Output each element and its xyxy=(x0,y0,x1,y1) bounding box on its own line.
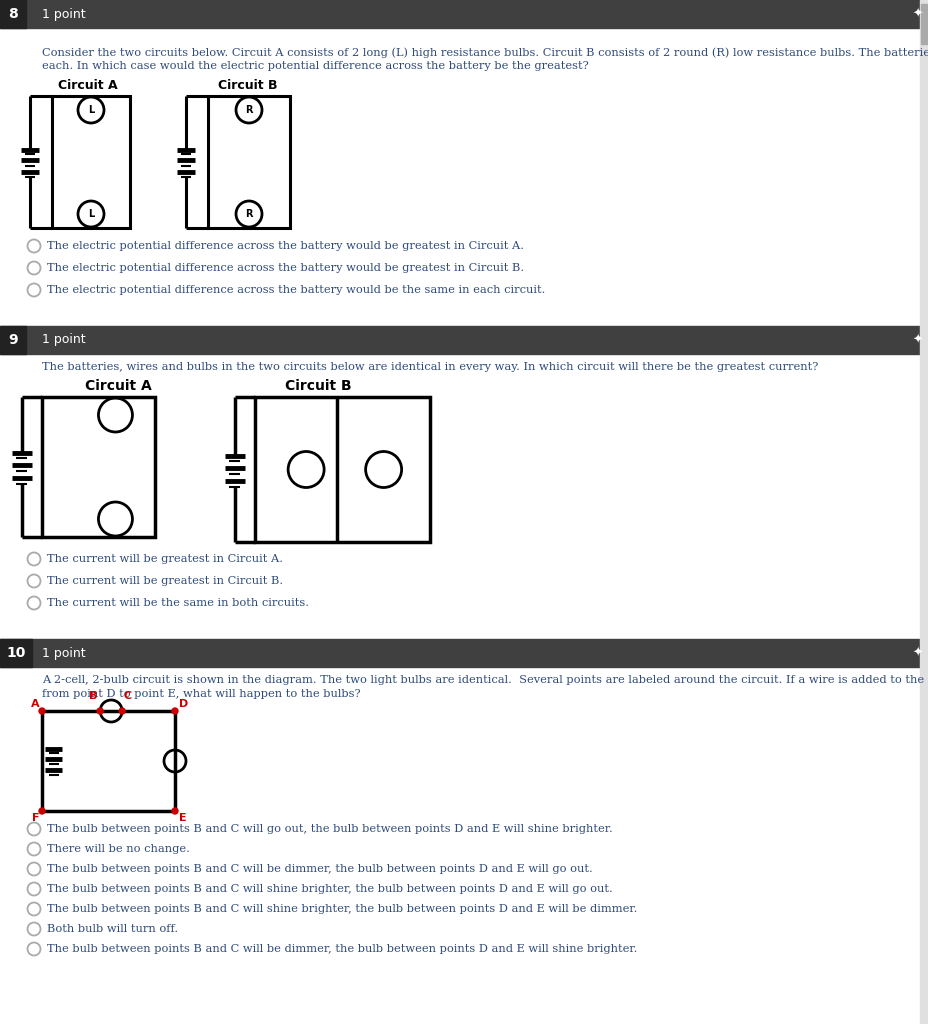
Bar xyxy=(0,0,928,28)
Text: There will be no change.: There will be no change. xyxy=(47,844,189,854)
Text: 1 point: 1 point xyxy=(42,7,85,20)
Text: 1 point: 1 point xyxy=(42,646,85,659)
Text: Circuit B: Circuit B xyxy=(285,379,351,393)
Circle shape xyxy=(39,808,45,814)
Circle shape xyxy=(172,808,178,814)
Text: D: D xyxy=(179,699,188,709)
Text: Both bulb will turn off.: Both bulb will turn off. xyxy=(47,924,178,934)
Bar xyxy=(42,711,174,811)
Bar xyxy=(52,96,130,228)
Text: Circuit A: Circuit A xyxy=(84,379,151,393)
Text: The bulb between points B and C will be dimmer, the bulb between points D and E : The bulb between points B and C will be … xyxy=(47,864,592,874)
Text: The electric potential difference across the battery would be greatest in Circui: The electric potential difference across… xyxy=(47,241,523,251)
Text: A 2-cell, 2-bulb circuit is shown in the diagram. The two light bulbs are identi: A 2-cell, 2-bulb circuit is shown in the… xyxy=(42,675,928,685)
Text: The bulb between points B and C will shine brighter, the bulb between points D a: The bulb between points B and C will shi… xyxy=(47,884,612,894)
Text: The current will be the same in both circuits.: The current will be the same in both cir… xyxy=(47,598,309,608)
Text: The electric potential difference across the battery would be greatest in Circui: The electric potential difference across… xyxy=(47,263,523,273)
Text: L: L xyxy=(88,209,94,219)
Text: The batteries, wires and bulbs in the two circuits below are identical in every : The batteries, wires and bulbs in the tw… xyxy=(42,362,818,372)
Text: ✦: ✦ xyxy=(912,646,922,659)
Circle shape xyxy=(119,708,125,714)
Bar xyxy=(0,326,928,354)
Bar xyxy=(42,397,155,537)
Text: E: E xyxy=(179,813,187,823)
Text: Circuit B: Circuit B xyxy=(218,79,277,92)
Text: 10: 10 xyxy=(6,646,26,660)
Text: from point D to point E, what will happen to the bulbs?: from point D to point E, what will happe… xyxy=(42,689,360,699)
Text: The electric potential difference across the battery would be the same in each c: The electric potential difference across… xyxy=(47,285,545,295)
Bar xyxy=(0,326,26,354)
Text: R: R xyxy=(245,105,252,115)
Circle shape xyxy=(97,708,103,714)
Text: L: L xyxy=(88,105,94,115)
Circle shape xyxy=(39,708,45,714)
Text: C: C xyxy=(123,691,131,701)
Text: B: B xyxy=(89,691,97,701)
Bar xyxy=(919,0,928,1024)
Circle shape xyxy=(172,708,178,714)
Text: Consider the two circuits below. Circuit A consists of 2 long (L) high resistanc: Consider the two circuits below. Circuit… xyxy=(42,47,928,57)
Text: R: R xyxy=(245,209,252,219)
Bar xyxy=(0,639,928,667)
Text: The bulb between points B and C will be dimmer, the bulb between points D and E : The bulb between points B and C will be … xyxy=(47,944,637,954)
Text: 9: 9 xyxy=(8,333,18,347)
Text: The current will be greatest in Circuit A.: The current will be greatest in Circuit … xyxy=(47,554,283,564)
Bar xyxy=(920,4,927,44)
Text: ✦: ✦ xyxy=(912,334,922,346)
Text: The bulb between points B and C will go out, the bulb between points D and E wil: The bulb between points B and C will go … xyxy=(47,824,612,834)
Bar xyxy=(208,96,290,228)
Text: Circuit A: Circuit A xyxy=(58,79,118,92)
Bar xyxy=(254,397,430,542)
Text: The bulb between points B and C will shine brighter, the bulb between points D a: The bulb between points B and C will shi… xyxy=(47,904,637,914)
Text: 1 point: 1 point xyxy=(42,334,85,346)
Bar xyxy=(0,0,26,28)
Text: 8: 8 xyxy=(8,7,18,22)
Text: each. In which case would the electric potential difference across the battery b: each. In which case would the electric p… xyxy=(42,61,588,71)
Bar xyxy=(0,639,32,667)
Text: ✦: ✦ xyxy=(912,7,922,20)
Text: F: F xyxy=(32,813,40,823)
Text: The current will be greatest in Circuit B.: The current will be greatest in Circuit … xyxy=(47,575,283,586)
Text: A: A xyxy=(32,699,40,709)
